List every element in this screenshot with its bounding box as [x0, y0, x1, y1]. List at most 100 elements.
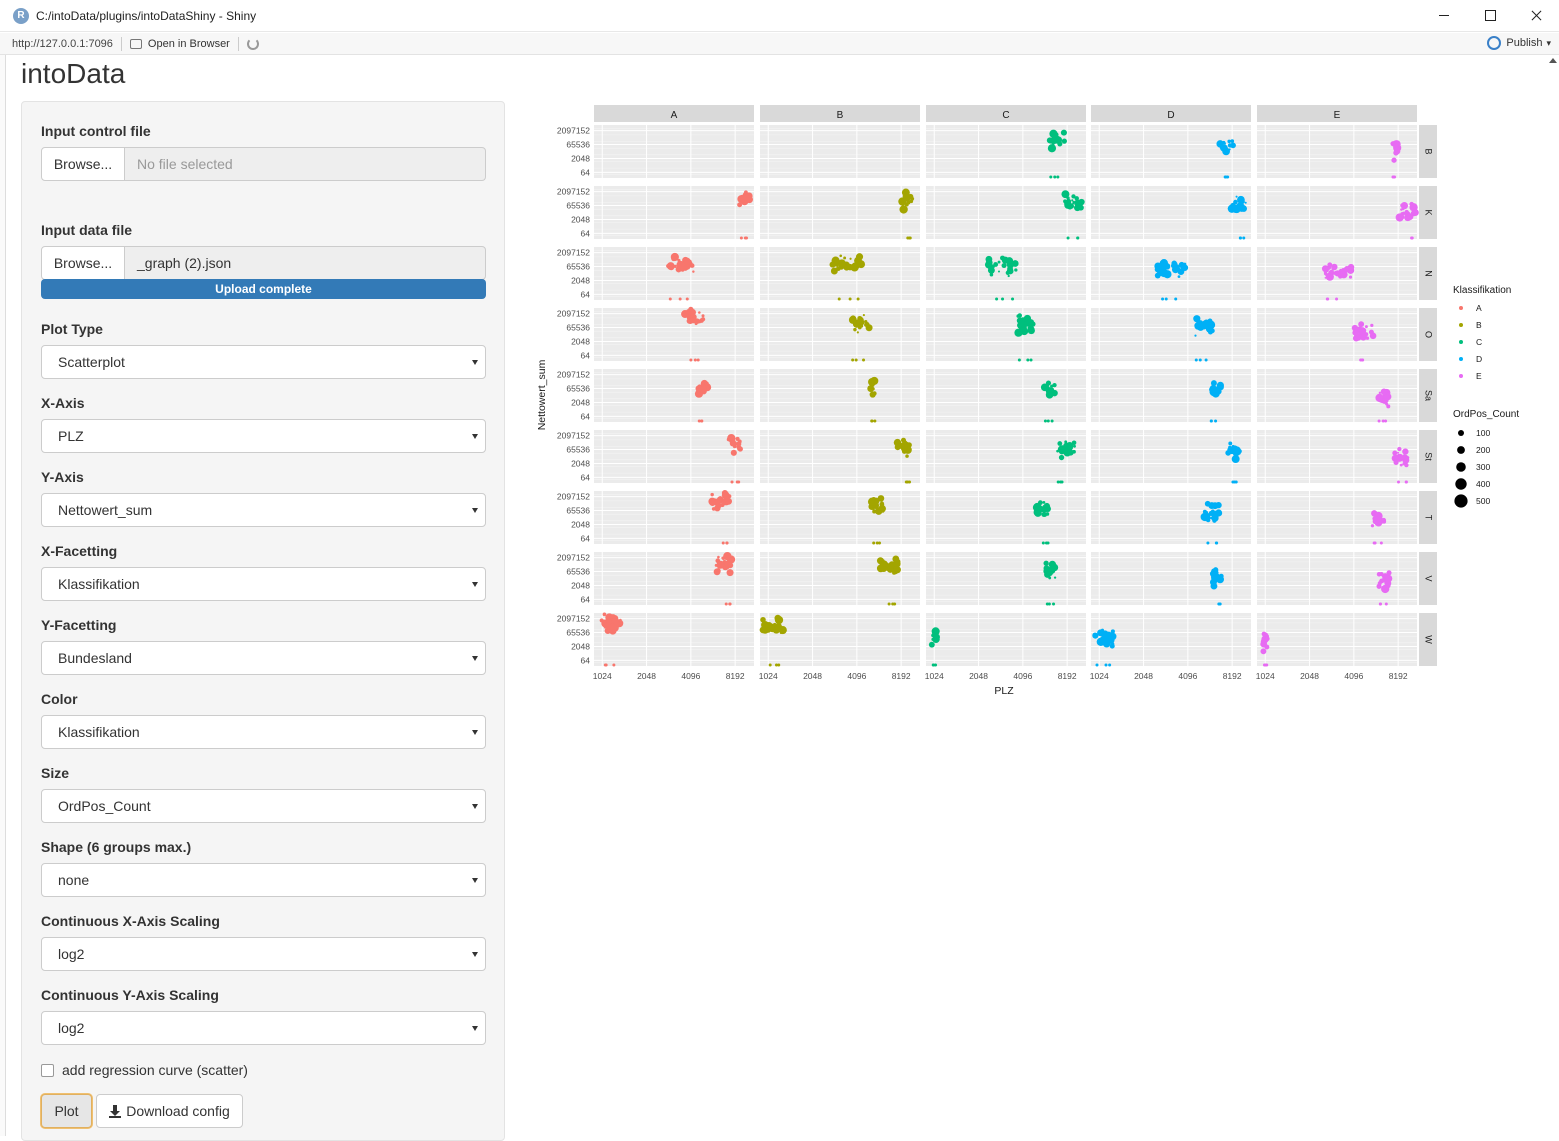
size-select[interactable]: OrdPos_Count	[41, 789, 486, 823]
data-point	[1051, 142, 1055, 145]
data-point	[1029, 358, 1033, 362]
data-point	[1211, 568, 1217, 574]
data-point	[1178, 261, 1185, 269]
data-point	[1238, 236, 1242, 240]
regression-checkbox-row[interactable]: add regression curve (scatter)	[41, 1062, 248, 1078]
maximize-button[interactable]	[1467, 0, 1513, 32]
data-point	[848, 297, 852, 301]
data-point	[892, 570, 897, 575]
data-point	[1093, 634, 1097, 638]
control-file-browse-button[interactable]: Browse...	[41, 147, 125, 181]
control-file-input[interactable]: Browse... No file selected	[41, 147, 486, 181]
data-file-input[interactable]: Browse... _graph (2).json	[41, 246, 486, 280]
data-point	[870, 419, 874, 423]
publish-icon	[1487, 36, 1502, 50]
data-point	[1042, 500, 1046, 504]
y-axis-select[interactable]: Nettowert_sum	[41, 493, 486, 527]
data-point	[997, 260, 1001, 264]
shape-6-groups-max-select[interactable]: none	[41, 863, 486, 897]
data-point	[1400, 203, 1404, 208]
continuous-y-axis-scaling-select[interactable]: log2	[41, 1011, 486, 1045]
data-point	[1206, 541, 1210, 545]
facet-panel	[594, 308, 754, 361]
data-point	[997, 270, 1001, 273]
data-point	[1384, 602, 1388, 606]
x-tick-label: 8192	[726, 671, 745, 681]
data-point	[1261, 631, 1267, 637]
data-point	[906, 200, 911, 205]
data-point	[1042, 507, 1048, 513]
refresh-icon[interactable]	[246, 37, 259, 50]
color-legend-key	[1459, 323, 1463, 327]
open-in-browser-button[interactable]: Open in Browser	[129, 38, 230, 50]
continuous-x-axis-scaling-select[interactable]: log2	[41, 937, 486, 971]
regression-checkbox-label: add regression curve (scatter)	[62, 1062, 248, 1078]
data-point	[1052, 602, 1056, 606]
data-point	[1012, 260, 1019, 267]
publish-button[interactable]: Publish ▾	[1487, 36, 1551, 50]
row-strip-label: O	[1424, 331, 1434, 338]
data-point	[670, 252, 679, 262]
data-point	[721, 491, 730, 500]
data-point	[1074, 196, 1079, 201]
data-point	[1404, 462, 1409, 468]
data-point	[1171, 260, 1177, 267]
data-point	[704, 381, 707, 384]
scroll-up-icon[interactable]	[1549, 58, 1557, 63]
x-axis-select[interactable]: PLZ	[41, 419, 486, 453]
data-point	[1235, 195, 1238, 198]
data-point	[1217, 602, 1221, 606]
continuous-x-axis-scaling-label: Continuous X-Axis Scaling	[41, 913, 220, 929]
data-point	[984, 261, 993, 269]
x-tick-label: 8192	[892, 671, 911, 681]
data-point	[1174, 297, 1178, 301]
data-point	[774, 614, 782, 622]
data-point	[909, 199, 914, 204]
plot-type-select[interactable]: Scatterplot	[41, 345, 486, 379]
data-point	[730, 449, 737, 456]
data-point	[1011, 297, 1015, 301]
close-button[interactable]	[1513, 0, 1559, 32]
data-point	[1372, 516, 1378, 522]
download-config-button[interactable]: Download config	[96, 1094, 243, 1128]
data-point	[993, 262, 999, 267]
data-point	[1381, 573, 1385, 577]
facet-panel	[760, 308, 920, 361]
data-point	[856, 319, 862, 325]
facet-panel	[760, 491, 920, 544]
data-point	[1009, 269, 1014, 273]
data-point	[715, 568, 721, 574]
x-tick-label: 8192	[1058, 671, 1077, 681]
facet-panel	[926, 369, 1086, 422]
data-point	[854, 358, 858, 362]
data-point	[1104, 663, 1108, 667]
continuous-y-axis-scaling-label: Continuous Y-Axis Scaling	[41, 987, 219, 1003]
regression-checkbox[interactable]	[41, 1063, 54, 1077]
upload-progress-bar: Upload complete	[41, 279, 486, 299]
y-tick-label: 2048	[571, 458, 590, 468]
color-select[interactable]: Klassifikation	[41, 715, 486, 749]
data-file-browse-button[interactable]: Browse...	[41, 246, 125, 280]
data-point	[1328, 276, 1331, 280]
y-facetting-select[interactable]: Bundesland	[41, 641, 486, 675]
row-strip-label: St	[1424, 452, 1434, 461]
minimize-button[interactable]	[1421, 0, 1467, 32]
data-point	[850, 315, 857, 322]
plot-button[interactable]: Plot	[41, 1094, 92, 1128]
data-point	[931, 628, 938, 634]
data-point	[1049, 129, 1058, 138]
data-point	[1386, 570, 1392, 576]
facet-panel	[1257, 430, 1417, 483]
data-point	[688, 306, 694, 312]
data-point	[695, 385, 703, 393]
data-point	[697, 419, 701, 423]
data-point	[1385, 583, 1391, 589]
data-point	[1046, 137, 1053, 144]
y-tick-label: 65536	[566, 262, 590, 272]
x-facetting-select[interactable]: Klassifikation	[41, 567, 486, 601]
data-point	[1202, 509, 1207, 514]
data-point	[1399, 463, 1403, 467]
size-legend-label: 200	[1476, 445, 1490, 455]
data-point	[1216, 388, 1222, 395]
data-point	[1209, 388, 1218, 397]
